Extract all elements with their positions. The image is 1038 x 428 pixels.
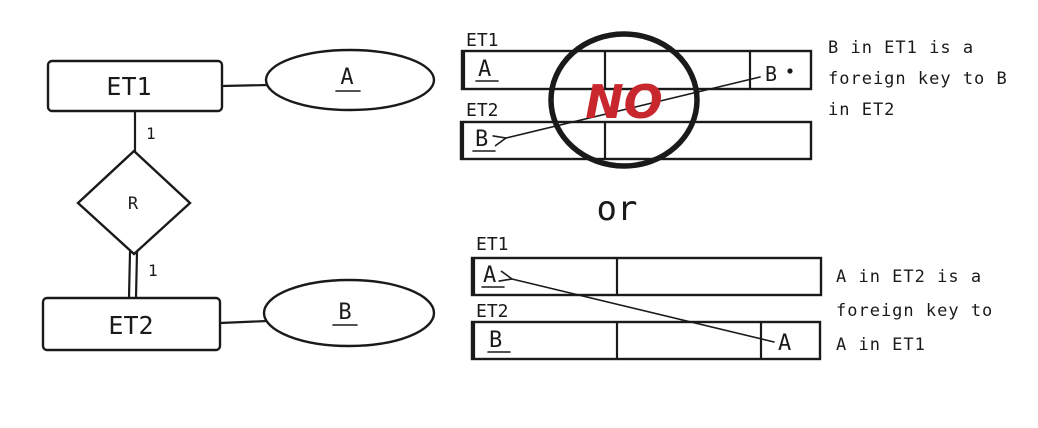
separator-or: or bbox=[597, 189, 638, 229]
bottom-table-et2-label: ET2 bbox=[476, 301, 509, 322]
top-table-et2-key-b: B bbox=[475, 127, 488, 152]
r-et2-total-participation-line-2 bbox=[134, 250, 139, 300]
bottom-note-line-1: A in ET2 is a bbox=[836, 267, 982, 287]
cardinality-bottom: 1 bbox=[148, 261, 158, 280]
er-diagram: ET1 A 1 R 1 ET2 B bbox=[41, 48, 436, 352]
bottom-table-et1-key-a: A bbox=[483, 263, 496, 288]
top-table-et1-label: ET1 bbox=[466, 30, 499, 51]
rejection-stamp-no: NO bbox=[585, 75, 663, 129]
et2-attr-b-link bbox=[218, 319, 269, 325]
top-note-line-1: B in ET1 is a bbox=[828, 38, 974, 58]
et1-attr-a-link bbox=[220, 83, 270, 88]
entity-et2-box bbox=[41, 296, 222, 352]
bottom-note-line-3: A in ET1 bbox=[836, 335, 926, 355]
bottom-fk-arrow bbox=[498, 270, 775, 343]
top-fk-dot bbox=[787, 68, 793, 74]
entity-et1-box bbox=[46, 59, 224, 113]
attribute-a-ellipse bbox=[264, 48, 436, 112]
relationship-r-diamond bbox=[76, 149, 192, 256]
top-table-et2 bbox=[459, 120, 813, 161]
bottom-table-et1 bbox=[470, 256, 823, 297]
relationship-r-label: R bbox=[128, 194, 139, 214]
top-fk-arrow bbox=[492, 76, 761, 147]
bottom-table-et2-fk-a: A bbox=[778, 331, 791, 356]
top-table-et2-label: ET2 bbox=[466, 100, 499, 121]
attribute-a-label: A bbox=[340, 65, 353, 90]
attribute-b-label: B bbox=[338, 300, 351, 325]
top-table-et1 bbox=[460, 49, 813, 91]
top-table-et1-fk-b: B bbox=[765, 62, 777, 86]
bottom-table-et1-label: ET1 bbox=[476, 234, 509, 255]
top-note-line-3: in ET2 bbox=[828, 100, 895, 120]
top-table-et1-key-a: A bbox=[478, 57, 491, 82]
bottom-note-line-2: foreign key to bbox=[836, 301, 993, 321]
rejection-circle bbox=[548, 31, 700, 169]
bottom-table-et2-key-b: B bbox=[489, 328, 502, 353]
cardinality-top: 1 bbox=[146, 124, 156, 143]
r-et2-total-participation-line-1 bbox=[127, 250, 132, 300]
entity-et1-label: ET1 bbox=[106, 72, 151, 101]
option-rejected: ET1 A B ET2 B NO B in ET1 is a foreign k… bbox=[459, 30, 1008, 169]
attribute-b-ellipse bbox=[262, 278, 436, 348]
top-note-line-2: foreign key to B bbox=[828, 69, 1008, 89]
entity-et2-label: ET2 bbox=[108, 311, 153, 340]
option-accepted: ET1 A ET2 B A A in ET2 is a foreign key … bbox=[470, 234, 993, 361]
